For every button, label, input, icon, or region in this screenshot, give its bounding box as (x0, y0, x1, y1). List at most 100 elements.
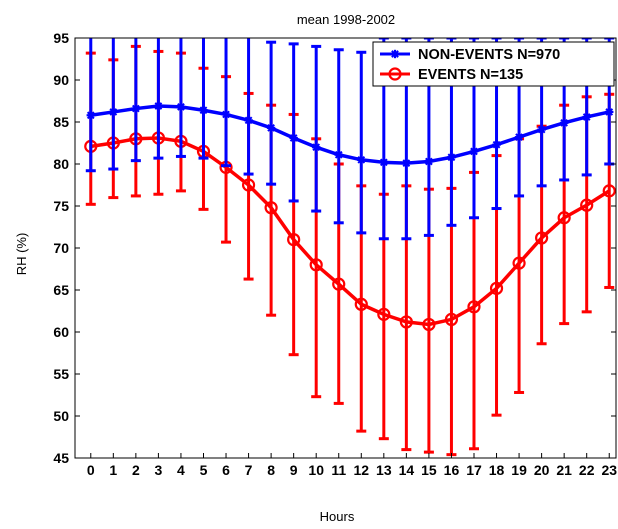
data-point-non-events (537, 125, 546, 134)
marker-stroke (425, 157, 433, 166)
y-tick-label: 60 (53, 324, 69, 340)
x-tick-label: 11 (331, 462, 346, 478)
marker-stroke (177, 103, 185, 111)
x-tick-label: 7 (245, 462, 253, 478)
data-point-non-events (334, 150, 343, 159)
legend-box (372, 41, 615, 87)
marker-stroke (244, 116, 253, 125)
error-bar-non-events (356, 50, 367, 235)
y-axis: 45 50 55 60 65 70 75 80 85 90 95 (53, 30, 616, 466)
marker-stroke (109, 108, 118, 116)
data-point-events (309, 258, 323, 272)
error-bar-non-events (108, 38, 119, 171)
x-tick-label: 8 (267, 462, 275, 478)
marker-stroke (582, 113, 591, 121)
marker-stroke (447, 153, 456, 162)
x-tick-label: 0 (87, 462, 95, 478)
error-bar-non-events (198, 38, 209, 160)
data-point-non-events (379, 158, 389, 167)
marker-stroke (312, 143, 321, 152)
data-point-non-events (447, 153, 456, 162)
y-tick-label: 75 (53, 198, 69, 214)
y-axis-label: RH (%) (14, 233, 29, 276)
x-tick-label: 15 (421, 462, 437, 478)
x-tick-label: 4 (177, 462, 185, 478)
data-point-events (489, 281, 504, 295)
x-tick-label: 19 (511, 462, 527, 478)
data-point-events (422, 317, 436, 332)
x-tick-label: 6 (222, 462, 230, 478)
data-point-non-events (131, 104, 141, 113)
data-point-non-events (605, 107, 614, 117)
x-tick-label: 2 (132, 462, 140, 478)
error-bar-non-events (130, 38, 141, 163)
legend-entry-non-events: NON-EVENTS N=970 (380, 47, 560, 63)
x-tick-label: 12 (353, 462, 369, 478)
data-point-non-events (357, 155, 366, 164)
legend: NON-EVENTS N=970 EVENTS N=135 (372, 41, 615, 87)
y-tick-label: 90 (53, 72, 69, 88)
marker-stroke (560, 118, 569, 127)
marker-stroke (154, 102, 163, 110)
data-point-events (467, 300, 481, 314)
marker-stroke (334, 150, 343, 159)
x-axis: 0 1 2 3 4 5 6 7 8 9 10 11 12 13 14 15 16 17 18 19 20 21 22 23 (87, 453, 617, 478)
error-bar-non-events (243, 38, 254, 176)
data-point-non-events (244, 116, 253, 125)
y-tick-label: 80 (53, 156, 69, 172)
marker-stroke (605, 108, 614, 116)
data-point-events (602, 184, 616, 198)
marker-stroke (379, 158, 388, 167)
data-point-non-events (221, 110, 231, 119)
data-point-non-events (514, 132, 524, 142)
x-tick-label: 10 (308, 462, 324, 478)
data-point-non-events (176, 102, 186, 112)
error-bar-non-events (175, 38, 186, 158)
data-point-events (332, 277, 346, 291)
marker-stroke (470, 147, 478, 156)
data-point-non-events (199, 106, 208, 115)
data-point-events (287, 233, 301, 247)
data-point-non-events (311, 143, 321, 152)
x-axis-label: Hours (320, 509, 355, 524)
y-tick-label: 65 (53, 282, 69, 298)
x-tick-label: 20 (534, 462, 550, 478)
data-point-non-events (424, 157, 434, 166)
error-bar-non-events (85, 38, 96, 173)
error-bar-non-events (153, 38, 164, 160)
error-bar-non-events (333, 48, 344, 225)
data-point-events (512, 256, 526, 270)
legend-marker (388, 67, 402, 81)
x-tick-label: 17 (466, 462, 482, 478)
data-point-events (535, 231, 549, 245)
chart-title: mean 1998-2002 (297, 12, 395, 27)
marker-stroke (222, 110, 230, 119)
marker-stroke (86, 111, 95, 120)
data-point-non-events (469, 147, 479, 156)
data-point-non-events (492, 140, 501, 149)
legend-label: NON-EVENTS N=970 (418, 47, 560, 63)
marker-stroke (357, 155, 366, 164)
data-point-events (377, 307, 391, 321)
x-tick-label: 3 (155, 462, 163, 478)
x-tick-label: 22 (579, 462, 595, 478)
data-point-non-events (289, 133, 298, 143)
x-tick-label: 1 (109, 462, 117, 478)
x-tick-label: 23 (601, 462, 617, 478)
x-tick-label: 18 (489, 462, 505, 478)
x-tick-label: 21 (556, 462, 572, 478)
x-tick-label: 14 (399, 462, 415, 478)
legend-marker (390, 49, 400, 59)
error-bar-non-events (266, 40, 277, 186)
data-point-events (444, 312, 459, 326)
y-tick-label: 95 (53, 30, 69, 46)
data-point-events (399, 315, 413, 329)
marker-stroke (391, 50, 399, 58)
x-tick-label: 13 (376, 462, 392, 478)
data-point-non-events (582, 112, 591, 122)
marker-stroke (289, 134, 298, 142)
marker-stroke (515, 133, 523, 141)
marker-stroke (402, 159, 411, 168)
y-tick-label: 45 (53, 450, 69, 466)
